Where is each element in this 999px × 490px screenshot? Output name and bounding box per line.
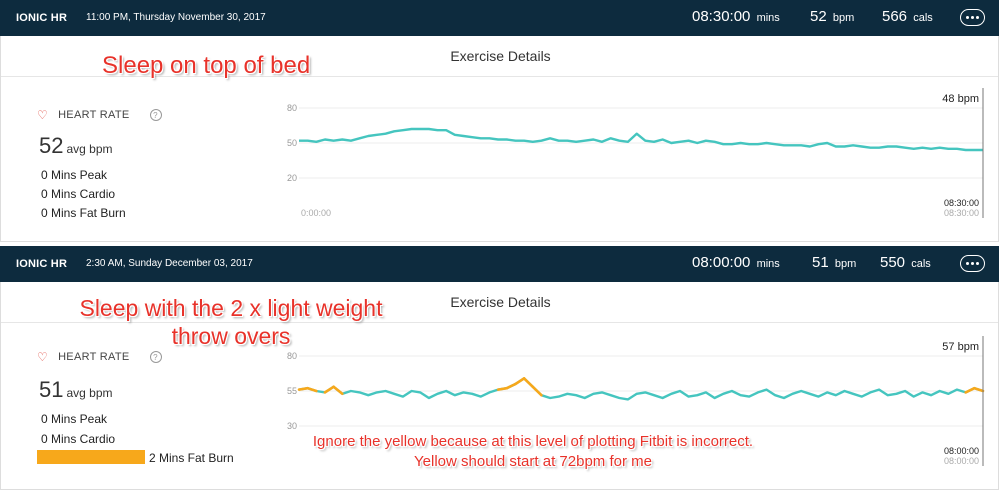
- session-datetime: 2:30 AM, Sunday December 03, 2017: [86, 258, 253, 269]
- fat-burn-segment: [514, 377, 526, 386]
- exercise-card-1: IONIC HR 11:00 PM, Thursday November 30,…: [0, 0, 999, 242]
- card-body: Exercise Details ♡ HEART RATE ? 52 avg bp…: [0, 36, 999, 242]
- y-tick-label: 20: [287, 173, 297, 183]
- avg-value: 52: [39, 133, 64, 158]
- fat-burn-segment: [531, 385, 543, 397]
- fat-burn-segment: [323, 385, 335, 394]
- heart-rate-line: [299, 127, 983, 152]
- cursor-value: 57 bpm: [942, 341, 979, 353]
- section-title: Exercise Details: [450, 294, 551, 310]
- duration-stat: 08:30:00 mins: [692, 8, 780, 25]
- heart-rate-chart[interactable]: 80 55 30 57 bpm 08:00:00 08:00:00: [273, 336, 991, 476]
- cals-value: 566: [882, 8, 908, 25]
- bpm-unit: bpm: [834, 258, 857, 270]
- cals-stat: 566 cals: [882, 8, 933, 25]
- bpm-stat: 52 bpm: [810, 8, 854, 25]
- annotation-title-line-2: throw overs: [171, 323, 291, 349]
- zone-fat-burn: 0 Mins Fat Burn: [41, 206, 126, 220]
- heart-rate-header: ♡ HEART RATE ?: [37, 350, 162, 364]
- fat-burn-segment: [496, 386, 509, 391]
- duration-unit: mins: [756, 12, 780, 24]
- y-tick-label: 30: [287, 421, 297, 431]
- exercise-card-2: IONIC HR 2:30 AM, Sunday December 03, 20…: [0, 246, 999, 490]
- session-datetime: 11:00 PM, Thursday November 30, 2017: [86, 12, 266, 23]
- heart-rate-header: ♡ HEART RATE ?: [37, 108, 162, 122]
- bpm-stat: 51 bpm: [812, 254, 856, 271]
- heart-rate-line: [298, 377, 984, 401]
- fat-burn-bar: [37, 450, 145, 464]
- annotation-note-line-2: Yellow should start at 72bpm for me: [414, 453, 652, 470]
- fat-burn-segment: [332, 385, 344, 396]
- duration-value: 08:00:00: [692, 254, 751, 271]
- fat-burn-segment: [505, 382, 517, 390]
- duration-stat: 08:00:00 mins: [692, 254, 780, 271]
- divider: [1, 76, 998, 77]
- cals-unit: cals: [911, 258, 931, 270]
- heart-rate-chart[interactable]: 80 50 20 48 bpm 08:30:00 0:00:00 08:30:00: [273, 88, 991, 228]
- zone-peak: 0 Mins Peak: [41, 168, 108, 182]
- fat-burn-segment: [522, 377, 535, 389]
- fat-burn-segment: [297, 386, 309, 391]
- zone-peak: 0 Mins Peak: [41, 412, 108, 426]
- device-name: IONIC HR: [16, 258, 68, 270]
- y-tick-label: 80: [287, 351, 297, 361]
- zone-cardio: 0 Mins Cardio: [41, 187, 116, 201]
- cursor-time: 08:30:00: [944, 198, 979, 208]
- avg-bpm: 52 avg bpm: [39, 133, 113, 159]
- heart-icon: ♡: [37, 108, 49, 122]
- fat-burn-segment: [973, 386, 985, 393]
- card-body: Exercise Details ♡ HEART RATE ? 51 avg bp…: [0, 282, 999, 490]
- heart-rate-label: HEART RATE: [58, 109, 130, 121]
- avg-value: 51: [39, 377, 64, 402]
- cursor-time: 08:00:00: [944, 446, 979, 456]
- y-tick-label: 50: [287, 138, 297, 148]
- info-icon[interactable]: ?: [149, 109, 162, 121]
- card-header: IONIC HR 2:30 AM, Sunday December 03, 20…: [0, 246, 999, 282]
- avg-unit: avg bpm: [66, 142, 113, 156]
- card-header: IONIC HR 11:00 PM, Thursday November 30,…: [0, 0, 999, 36]
- heart-rate-label: HEART RATE: [58, 351, 130, 363]
- x-end-label: 08:30:00: [944, 208, 979, 218]
- ellipsis-icon[interactable]: [960, 9, 985, 26]
- annotation-note: Ignore the yellow because at this level …: [288, 432, 778, 472]
- bpm-value: 51: [812, 254, 829, 271]
- cals-stat: 550 cals: [880, 254, 931, 271]
- duration-unit: mins: [756, 258, 780, 270]
- fat-burn-segment: [306, 386, 318, 393]
- y-tick-label: 55: [287, 386, 297, 396]
- cals-unit: cals: [913, 12, 933, 24]
- duration-value: 08:30:00: [692, 8, 751, 25]
- annotation-title: Sleep with the 2 x light weight throw ov…: [0, 294, 462, 350]
- ellipsis-icon[interactable]: [960, 255, 985, 272]
- divider: [1, 322, 998, 323]
- section-title: Exercise Details: [450, 48, 551, 64]
- zone-cardio: 0 Mins Cardio: [41, 432, 116, 446]
- heart-rate-chart-svg: 80 50 20 48 bpm 08:30:00 0:00:00 08:30:00: [287, 88, 984, 218]
- cursor-value: 48 bpm: [942, 93, 979, 105]
- x-start-label: 0:00:00: [301, 208, 331, 218]
- bpm-value: 52: [810, 8, 827, 25]
- annotation-title-line-1: Sleep with the 2 x light weight: [79, 295, 383, 321]
- device-name: IONIC HR: [16, 12, 68, 24]
- x-end-label: 08:00:00: [944, 456, 979, 466]
- annotation-note-line-1: Ignore the yellow because at this level …: [312, 433, 754, 450]
- fat-burn-segment: [964, 386, 976, 394]
- info-icon[interactable]: ?: [149, 351, 162, 363]
- annotation-title: Sleep on top of bed: [102, 52, 311, 79]
- cals-value: 550: [880, 254, 906, 271]
- avg-unit: avg bpm: [66, 386, 113, 400]
- bpm-unit: bpm: [832, 12, 855, 24]
- heart-icon: ♡: [37, 350, 49, 364]
- zone-fat-burn: 2 Mins Fat Burn: [149, 451, 234, 465]
- avg-bpm: 51 avg bpm: [39, 377, 113, 403]
- y-tick-label: 80: [287, 103, 297, 113]
